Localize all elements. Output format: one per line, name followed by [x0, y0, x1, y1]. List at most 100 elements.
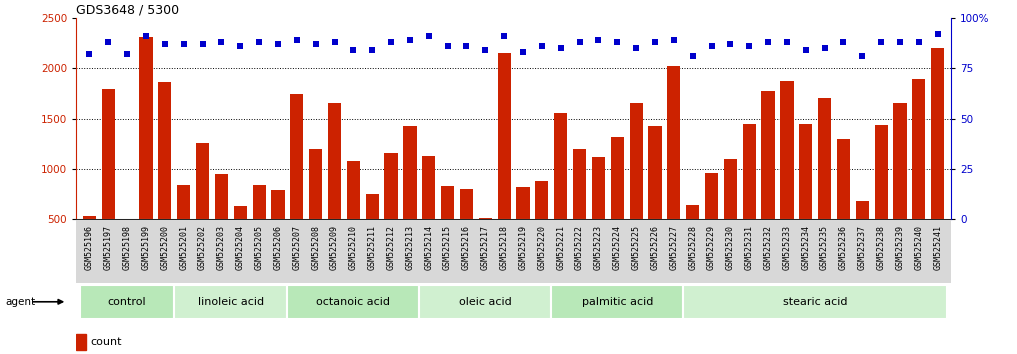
Point: [364, 47, 380, 53]
Point: [402, 37, 418, 43]
Bar: [893, 103, 906, 270]
Text: GSM525207: GSM525207: [292, 224, 301, 270]
Point: [552, 45, 569, 51]
Bar: [441, 186, 455, 270]
Text: oleic acid: oleic acid: [459, 297, 512, 307]
Text: GSM525219: GSM525219: [519, 224, 528, 270]
Bar: [479, 218, 492, 270]
Point: [892, 39, 908, 45]
Bar: [422, 156, 435, 270]
Bar: [535, 181, 548, 270]
Text: control: control: [108, 297, 146, 307]
Text: GSM525236: GSM525236: [839, 224, 848, 270]
Text: GSM525240: GSM525240: [914, 224, 923, 270]
Point: [741, 43, 758, 49]
Bar: [309, 149, 322, 270]
Text: GSM525220: GSM525220: [537, 224, 546, 270]
Bar: [592, 157, 605, 270]
Text: stearic acid: stearic acid: [783, 297, 847, 307]
Text: GSM525235: GSM525235: [820, 224, 829, 270]
Bar: [196, 143, 210, 270]
Point: [835, 39, 851, 45]
Bar: [121, 255, 134, 270]
Point: [627, 45, 644, 51]
Bar: [932, 48, 945, 270]
Bar: [102, 89, 115, 270]
Text: GSM525229: GSM525229: [707, 224, 716, 270]
Point: [345, 47, 361, 53]
Text: GSM525206: GSM525206: [274, 224, 283, 270]
Bar: [855, 201, 869, 270]
Bar: [667, 66, 680, 270]
Text: GSM525215: GSM525215: [443, 224, 453, 270]
Text: GSM525228: GSM525228: [689, 224, 698, 270]
Text: GSM525198: GSM525198: [123, 224, 131, 270]
Text: GSM525226: GSM525226: [651, 224, 659, 270]
Text: GSM525218: GSM525218: [499, 224, 508, 270]
Point: [609, 39, 625, 45]
Point: [873, 39, 889, 45]
Point: [157, 41, 173, 47]
Bar: [460, 189, 473, 270]
Text: GSM525200: GSM525200: [161, 224, 170, 270]
Bar: [419, 285, 551, 319]
Text: GSM525237: GSM525237: [857, 224, 866, 270]
Bar: [705, 173, 718, 270]
Text: GSM525202: GSM525202: [198, 224, 207, 270]
Point: [119, 51, 135, 57]
Point: [81, 51, 98, 57]
Bar: [174, 285, 288, 319]
Bar: [551, 285, 683, 319]
Point: [797, 47, 814, 53]
Bar: [384, 153, 398, 270]
Bar: [780, 81, 793, 270]
Bar: [290, 95, 303, 270]
Bar: [762, 91, 775, 270]
Point: [101, 39, 117, 45]
Point: [251, 39, 267, 45]
Text: GSM525217: GSM525217: [481, 224, 490, 270]
Text: GSM525212: GSM525212: [386, 224, 396, 270]
Point: [722, 41, 738, 47]
Text: GSM525209: GSM525209: [330, 224, 339, 270]
Text: GSM525232: GSM525232: [764, 224, 773, 270]
Bar: [683, 285, 947, 319]
Bar: [347, 161, 360, 270]
Point: [666, 37, 682, 43]
Bar: [139, 37, 153, 270]
Point: [684, 53, 701, 59]
Bar: [252, 185, 265, 270]
Bar: [875, 125, 888, 270]
Point: [289, 37, 305, 43]
Bar: [799, 124, 813, 270]
Bar: [404, 126, 417, 270]
Text: GSM525241: GSM525241: [934, 224, 942, 270]
Point: [590, 37, 606, 43]
Text: GSM525227: GSM525227: [669, 224, 678, 270]
Bar: [630, 103, 643, 270]
Bar: [80, 285, 174, 319]
Text: palmitic acid: palmitic acid: [582, 297, 653, 307]
Text: GSM525221: GSM525221: [556, 224, 565, 270]
Text: GSM525225: GSM525225: [632, 224, 641, 270]
Bar: [573, 149, 586, 270]
Bar: [177, 185, 190, 270]
Point: [459, 43, 475, 49]
Point: [214, 39, 230, 45]
Bar: [610, 137, 623, 270]
Point: [270, 41, 286, 47]
Text: GSM525210: GSM525210: [349, 224, 358, 270]
Bar: [76, 334, 86, 350]
Text: GSM525197: GSM525197: [104, 224, 113, 270]
Bar: [288, 285, 419, 319]
Text: GSM525216: GSM525216: [462, 224, 471, 270]
Point: [930, 31, 946, 37]
Text: GSM525204: GSM525204: [236, 224, 245, 270]
Bar: [686, 205, 700, 270]
Point: [194, 41, 211, 47]
Text: GSM525222: GSM525222: [575, 224, 584, 270]
Text: GSM525211: GSM525211: [368, 224, 376, 270]
Text: GSM525233: GSM525233: [782, 224, 791, 270]
Bar: [327, 103, 341, 270]
Point: [515, 49, 531, 55]
